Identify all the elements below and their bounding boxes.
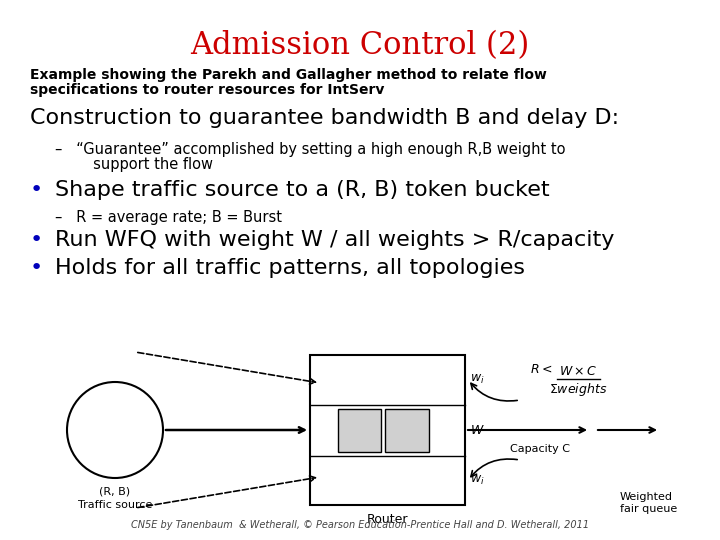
Text: •: • xyxy=(30,258,43,278)
Text: (R, B): (R, B) xyxy=(99,486,130,496)
Text: $W \times C$: $W \times C$ xyxy=(559,365,597,378)
Text: Holds for all traffic patterns, all topologies: Holds for all traffic patterns, all topo… xyxy=(55,258,525,278)
Text: support the flow: support the flow xyxy=(70,157,213,172)
Text: Construction to guarantee bandwidth B and delay D:: Construction to guarantee bandwidth B an… xyxy=(30,108,619,128)
Text: $R <$: $R <$ xyxy=(530,363,552,376)
Text: CN5E by Tanenbaum  & Wetherall, © Pearson Education-Prentice Hall and D. Wethera: CN5E by Tanenbaum & Wetherall, © Pearson… xyxy=(131,520,589,530)
Text: $w_i$: $w_i$ xyxy=(470,373,485,386)
Bar xyxy=(310,355,465,505)
Bar xyxy=(338,408,382,451)
Text: Run WFQ with weight W / all weights > R/capacity: Run WFQ with weight W / all weights > R/… xyxy=(55,230,614,250)
Text: Shape traffic source to a (R, B) token bucket: Shape traffic source to a (R, B) token b… xyxy=(55,180,549,200)
Text: Weighted
fair queue: Weighted fair queue xyxy=(620,492,678,514)
Text: specifications to router resources for IntServ: specifications to router resources for I… xyxy=(30,83,384,97)
Text: Admission Control (2): Admission Control (2) xyxy=(190,30,530,61)
Text: –   R = average rate; B = Burst: – R = average rate; B = Burst xyxy=(55,210,282,225)
Bar xyxy=(385,408,428,451)
Text: $w_i$: $w_i$ xyxy=(470,474,485,487)
Text: $\Sigma weights$: $\Sigma weights$ xyxy=(549,381,607,398)
Text: $W$: $W$ xyxy=(470,423,485,436)
Text: –   “Guarantee” accomplished by setting a high enough R,B weight to: – “Guarantee” accomplished by setting a … xyxy=(55,142,565,157)
Text: Router: Router xyxy=(366,513,408,526)
Text: •: • xyxy=(30,180,43,200)
Text: Capacity C: Capacity C xyxy=(510,444,570,454)
Text: Example showing the Parekh and Gallagher method to relate flow: Example showing the Parekh and Gallagher… xyxy=(30,68,547,82)
Text: Traffic source: Traffic source xyxy=(78,500,152,510)
Text: •: • xyxy=(30,230,43,250)
